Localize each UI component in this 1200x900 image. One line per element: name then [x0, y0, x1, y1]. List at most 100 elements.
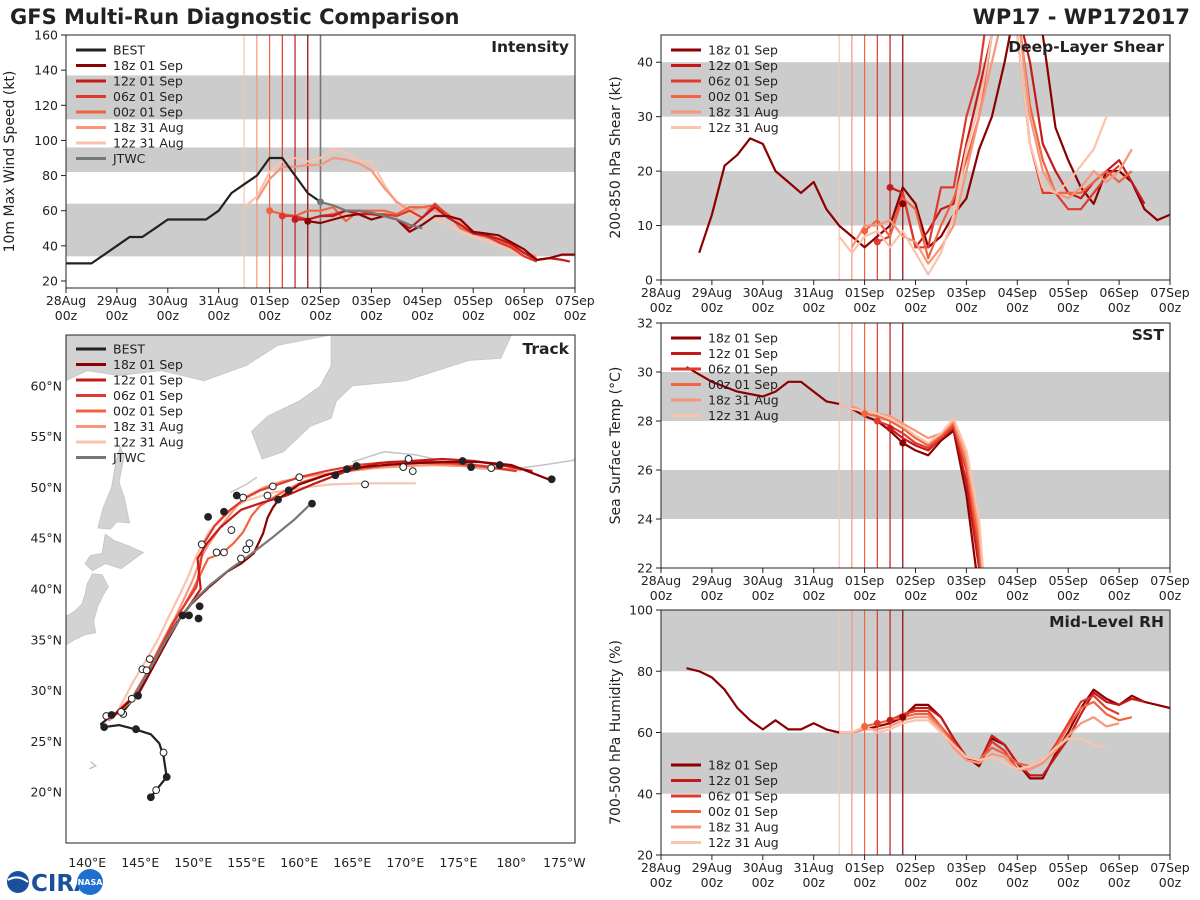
rh-x-tick-day: 06Sep [1099, 860, 1139, 875]
rh-band-0 [661, 732, 1170, 794]
intensity-x-tick-hour: 00z [55, 308, 78, 323]
shear-x-tick-day: 04Sep [998, 285, 1038, 300]
rh-series-18z-01-sep [686, 667, 1170, 780]
nasa-emblem-icon [77, 869, 103, 895]
track-point-best [195, 602, 204, 611]
intensity-legend-label-12z-01-sep: 12z 01 Sep [113, 74, 183, 89]
shear-legend-label-18z-01-sep: 18z 01 Sep [708, 43, 778, 58]
sst-x-tick-hour: 00z [752, 588, 775, 603]
land-outline-3 [66, 573, 109, 646]
rh-series-00z-01-sep [864, 700, 1133, 768]
rh-legend-label-12z-01-sep: 12z 01 Sep [708, 773, 778, 788]
track-point-best [220, 507, 228, 516]
intensity-legend-label-06z-01-sep: 06z 01 Sep [113, 89, 183, 104]
cira-logo: CIRA NASA [7, 869, 103, 897]
track-point-best [194, 614, 203, 623]
rh-x-tick-day: 29Aug [692, 860, 732, 875]
rh-x-tick-hour: 00z [904, 875, 927, 890]
shear-x-tick-hour: 00z [1057, 300, 1080, 315]
intensity-x-tick-day: 05Sep [453, 293, 493, 308]
track-legend-label-18z-01-sep: 18z 01 Sep [113, 357, 183, 372]
intensity-marker-00z-01-sep [266, 207, 274, 215]
sst-legend-label-18z-31-aug: 18z 31 Aug [708, 393, 779, 408]
sst-x-tick-hour: 00z [955, 588, 978, 603]
track-point-best [162, 773, 171, 781]
rh-x-tick-day: 02Sep [896, 860, 936, 875]
sst-x-tick-hour: 00z [1159, 588, 1182, 603]
sst-y-tick-label: 22 [637, 561, 653, 576]
track-lon-label: 175°E [439, 855, 477, 870]
intensity-y-tick-label: 20 [42, 273, 58, 288]
intensity-x-tick-hour: 00z [462, 308, 485, 323]
track-plot-area [66, 335, 575, 802]
cira-swoosh-icon [7, 876, 29, 883]
intensity-x-tick-day: 06Sep [504, 293, 544, 308]
track-lon-label: 180° [496, 855, 526, 870]
intensity-y-tick-label: 160 [34, 28, 58, 43]
sst-band-0 [661, 470, 1170, 519]
track-point-best [274, 495, 282, 504]
shear-x-tick-hour: 00z [802, 300, 825, 315]
storm-id: WP17 - WP172017 [973, 5, 1190, 29]
track-legend-label-18z-31-aug: 18z 31 Aug [113, 419, 184, 434]
track-lon-label: 150°E [174, 855, 212, 870]
shear-x-tick-day: 29Aug [692, 285, 732, 300]
sst-legend-label-18z-01-sep: 18z 01 Sep [708, 331, 778, 346]
sst-series-06z-01-sep [876, 419, 982, 568]
shear-band-1 [661, 62, 1170, 117]
rh-x-tick-day: 01Sep [845, 860, 885, 875]
rh-x-tick-hour: 00z [701, 875, 724, 890]
intensity-series-best [66, 156, 322, 265]
sst-x-tick-day: 04Sep [998, 573, 1038, 588]
track-point-best [268, 482, 277, 491]
track-point-best [487, 464, 496, 472]
sst-x-tick-day: 31Aug [794, 573, 834, 588]
rh-x-tick-hour: 00z [1159, 875, 1182, 890]
shear-y-tick-label: 10 [637, 218, 653, 233]
track-point-best [220, 548, 228, 557]
intensity-x-tick-hour: 00z [411, 308, 434, 323]
track-point-best [146, 793, 155, 802]
intensity-x-tick-day: 30Aug [148, 293, 188, 308]
sst-x-tick-hour: 00z [1108, 588, 1131, 603]
intensity-marker-jtwc [317, 198, 324, 206]
track-series-jtwc [130, 503, 311, 702]
sst-x-tick-day: 05Sep [1048, 573, 1088, 588]
intensity-y-tick-label: 100 [34, 133, 58, 148]
track-lon-label: 145°E [121, 855, 159, 870]
nasa-emblem-text: NASA [78, 878, 104, 887]
intensity-x-tick-day: 31Aug [199, 293, 239, 308]
rh-marker-00z-01-sep [861, 722, 869, 730]
track-lat-label: 40°N [30, 582, 62, 597]
rh-x-tick-day: 30Aug [743, 860, 783, 875]
sst-x-tick-day: 03Sep [947, 573, 987, 588]
shear-marker-00z-01-sep [861, 227, 869, 235]
track-point-best [117, 708, 126, 716]
sst-marker-12z-01-sep [886, 424, 894, 432]
track-lat-label: 20°N [30, 785, 62, 800]
rh-panel-title: Mid-Level RH [1049, 613, 1164, 631]
rh-x-tick-hour: 00z [1057, 875, 1080, 890]
rh-x-tick-day: 28Aug [641, 860, 681, 875]
sst-x-tick-day: 01Sep [845, 573, 885, 588]
sst-y-tick-label: 30 [637, 365, 653, 380]
rh-y-tick-label: 20 [637, 848, 653, 863]
sst-legend-label-00z-01-sep: 00z 01 Sep [708, 377, 778, 392]
rh-y-tick-label: 60 [637, 725, 653, 740]
sst-x-tick-hour: 00z [904, 588, 927, 603]
sst-x-tick-day: 28Aug [641, 573, 681, 588]
rh-y-tick-label: 80 [637, 664, 653, 679]
sst-panel-title: SST [1132, 326, 1165, 344]
sst-x-tick-day: 06Sep [1099, 573, 1139, 588]
sst-y-tick-label: 26 [637, 463, 653, 478]
sst-x-tick-hour: 00z [853, 588, 876, 603]
track-point-best [142, 666, 151, 675]
sst-series-00z-01-sep [864, 412, 983, 568]
cira-globe-icon [7, 871, 29, 893]
track-lat-label: 45°N [30, 531, 62, 546]
rh-x-tick-hour: 00z [650, 875, 673, 890]
track-series-18z-01-sep [110, 460, 549, 719]
track-lon-label: 165°E [333, 855, 371, 870]
track-point-best [127, 694, 136, 703]
track-point-best [343, 465, 351, 474]
